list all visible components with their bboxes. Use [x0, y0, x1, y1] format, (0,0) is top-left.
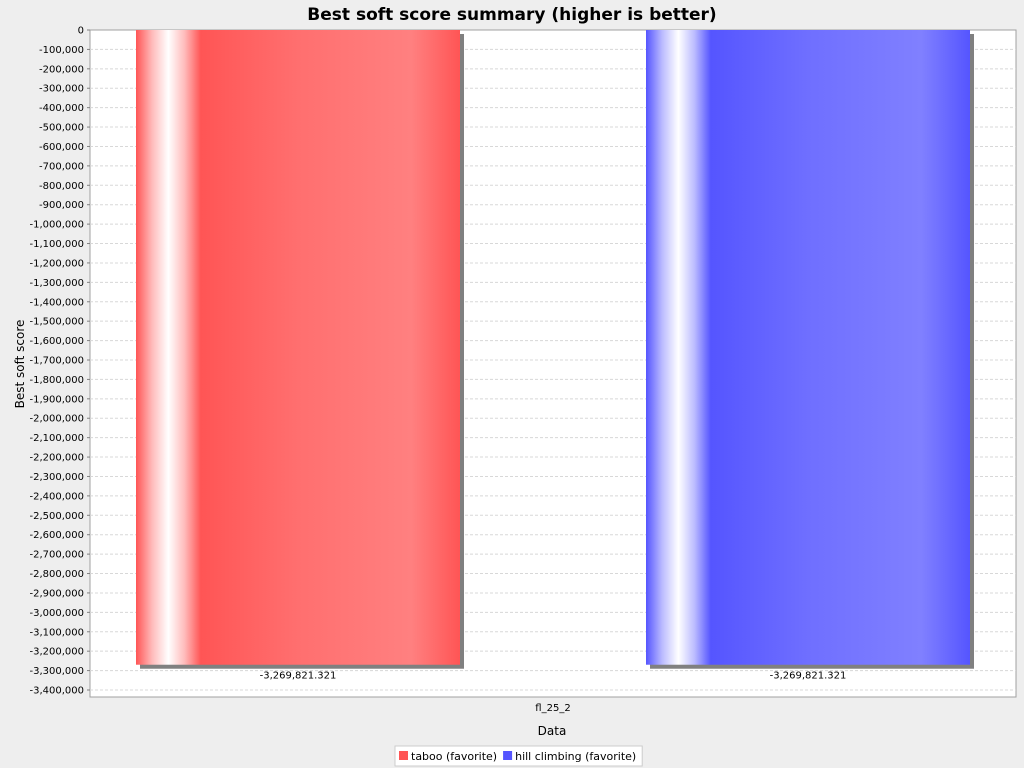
legend-box — [394, 745, 643, 767]
y-tick-label: -2,500,000 — [29, 511, 84, 522]
data-label: -3,269,821.321 — [260, 671, 337, 682]
legend-entry: hill climbing (favorite) — [515, 750, 636, 763]
y-tick-label: -1,500,000 — [29, 317, 84, 328]
y-tick-label: -3,000,000 — [29, 608, 84, 619]
y-axis-label: Best soft score — [13, 320, 27, 409]
data-label: -3,269,821.321 — [770, 671, 847, 682]
bar — [136, 30, 460, 665]
bars: -3,269,821.321 -3,269,821.321 — [136, 30, 974, 682]
y-tick-label: -2,200,000 — [29, 453, 84, 464]
y-tick-label: 0 — [78, 26, 84, 37]
y-tick-label: -2,000,000 — [29, 414, 84, 425]
legend-swatch — [503, 751, 513, 760]
y-tick-label: -700,000 — [39, 161, 84, 172]
chart-title: Best soft score summary (higher is bette… — [307, 5, 716, 25]
y-tick-label: -2,300,000 — [29, 472, 84, 483]
y-tick-label: -2,600,000 — [29, 530, 84, 541]
x-tick-label: fl_25_2 — [535, 703, 570, 714]
y-tick-label: -3,400,000 — [29, 686, 84, 697]
y-tick-label: -2,100,000 — [29, 433, 84, 444]
y-tick-label: -1,800,000 — [29, 375, 84, 386]
y-tick-label: -100,000 — [39, 45, 84, 56]
y-tick-label: -1,300,000 — [29, 278, 84, 289]
y-axis: 0 -100,000 -200,000 -300,000 -400,000 -500,00… — [29, 26, 90, 697]
y-tick-label: -2,700,000 — [29, 550, 84, 561]
y-tick-label: -1,400,000 — [29, 297, 84, 308]
x-axis-label: Data — [538, 724, 567, 738]
y-tick-label: -3,200,000 — [29, 647, 84, 658]
bar — [646, 30, 970, 665]
x-axis: fl_25_2 — [535, 703, 570, 714]
y-tick-label: -1,200,000 — [29, 258, 84, 269]
y-tick-label: -1,000,000 — [29, 220, 84, 231]
y-tick-label: -3,100,000 — [29, 627, 84, 638]
y-tick-label: -900,000 — [39, 200, 84, 211]
y-tick-label: -800,000 — [39, 181, 84, 192]
y-tick-label: -1,600,000 — [29, 336, 84, 347]
y-tick-label: -500,000 — [39, 123, 84, 134]
y-tick-label: -1,100,000 — [29, 239, 84, 250]
y-tick-label: -2,400,000 — [29, 491, 84, 502]
legend: taboo (favorite) hill climbing (favorite) — [394, 745, 643, 767]
y-tick-label: -1,700,000 — [29, 356, 84, 367]
y-tick-label: -400,000 — [39, 103, 84, 114]
legend-entry: taboo (favorite) — [411, 750, 497, 763]
y-tick-label: -1,900,000 — [29, 394, 84, 405]
y-tick-label: -2,900,000 — [29, 588, 84, 599]
y-tick-label: -2,800,000 — [29, 569, 84, 580]
y-tick-label: -3,300,000 — [29, 666, 84, 677]
y-tick-label: -600,000 — [39, 142, 84, 153]
legend-swatch — [399, 751, 408, 760]
y-tick-label: -300,000 — [39, 84, 84, 95]
y-tick-label: -200,000 — [39, 64, 84, 75]
